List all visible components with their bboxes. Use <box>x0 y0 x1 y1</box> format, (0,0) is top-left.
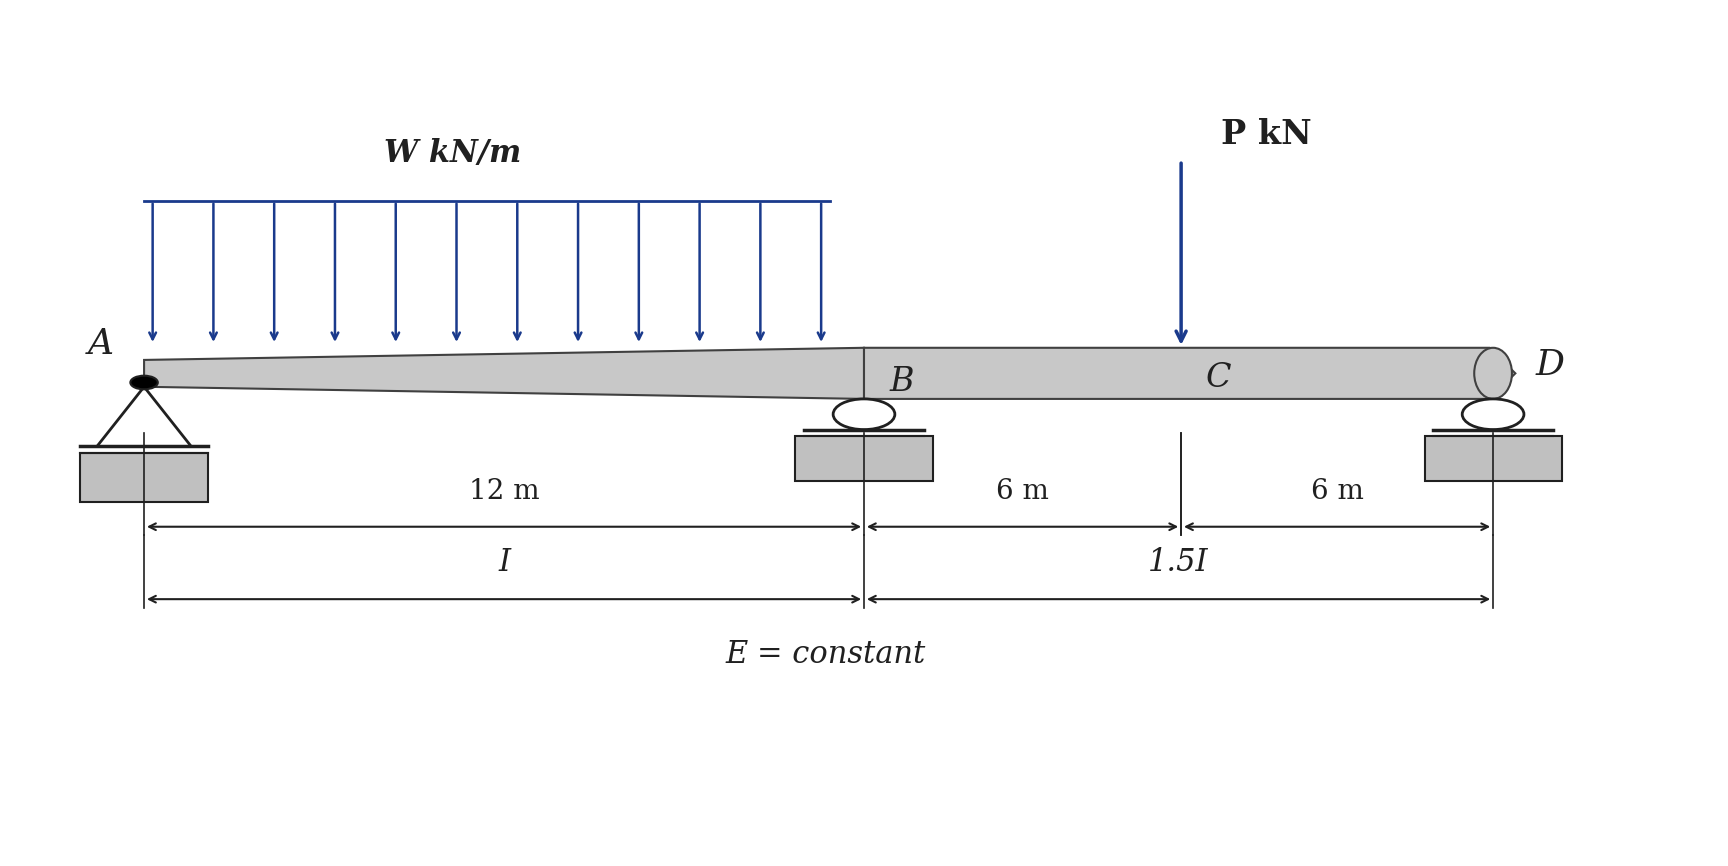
Ellipse shape <box>1474 348 1512 399</box>
Polygon shape <box>97 387 192 446</box>
Polygon shape <box>795 436 933 481</box>
Text: 6 m: 6 m <box>1310 478 1363 506</box>
Text: B: B <box>890 365 914 397</box>
Text: I: I <box>498 546 510 578</box>
Text: 1.5I: 1.5I <box>1149 546 1210 578</box>
Polygon shape <box>143 348 864 399</box>
Polygon shape <box>864 348 1515 399</box>
Text: C: C <box>1206 362 1232 394</box>
Text: E = constant: E = constant <box>726 639 926 670</box>
Circle shape <box>833 399 895 430</box>
Circle shape <box>130 376 157 390</box>
Polygon shape <box>79 453 209 501</box>
Text: A: A <box>88 326 114 360</box>
Text: P kN: P kN <box>1222 119 1312 152</box>
Text: 6 m: 6 m <box>995 478 1049 506</box>
Polygon shape <box>1424 436 1562 481</box>
Text: D: D <box>1534 348 1564 382</box>
Text: W kN/m: W kN/m <box>384 139 522 170</box>
Circle shape <box>1462 399 1524 430</box>
Text: 12 m: 12 m <box>468 478 539 506</box>
